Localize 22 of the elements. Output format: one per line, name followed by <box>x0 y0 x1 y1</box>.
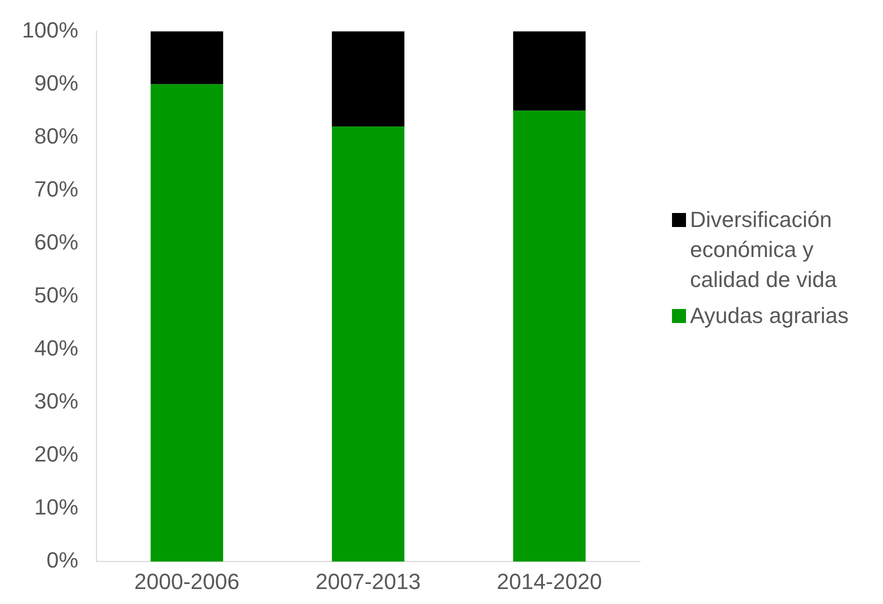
y-tick-label: 80% <box>34 123 78 148</box>
y-tick-label: 0% <box>46 548 78 573</box>
y-tick-label: 100% <box>22 17 78 42</box>
y-tick-label: 90% <box>34 70 78 96</box>
y-tick-label: 20% <box>34 442 78 467</box>
legend-label: Diversificación económica y calidad de vida <box>690 206 838 294</box>
y-tick-label: 10% <box>34 494 78 520</box>
bar <box>150 84 224 562</box>
y-tick-label: 40% <box>34 336 78 361</box>
bar <box>513 31 586 111</box>
y-tick-label: 70% <box>34 176 78 202</box>
legend-label: Ayudas agrarias <box>690 302 849 330</box>
y-tick-label: 50% <box>34 282 78 308</box>
x-tick-label: 2000-2006 <box>134 568 240 594</box>
y-tick-label: 60% <box>34 229 78 254</box>
bar <box>332 31 404 127</box>
y-tick-label: 30% <box>34 388 78 414</box>
bar <box>332 126 404 562</box>
bar <box>150 31 224 84</box>
bar <box>513 110 586 562</box>
x-tick-label: 2007-2013 <box>316 568 421 594</box>
x-tick-label: 2014-2020 <box>496 568 602 594</box>
